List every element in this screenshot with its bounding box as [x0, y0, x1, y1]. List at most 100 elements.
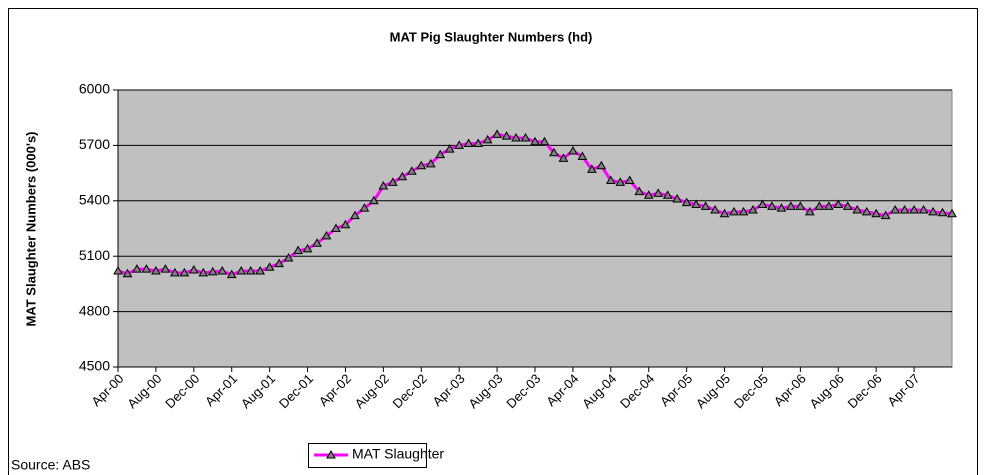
point-marker [350, 210, 360, 220]
point-marker [823, 201, 834, 210]
point-marker [293, 245, 303, 255]
point-marker [776, 203, 787, 212]
point-marker [425, 158, 436, 168]
point-marker [236, 265, 247, 275]
point-marker [245, 265, 256, 275]
point-marker [188, 265, 199, 274]
point-marker [871, 208, 882, 218]
y-tick-label: 5400 [79, 192, 110, 208]
y-tick-label: 5100 [79, 247, 110, 263]
point-marker [691, 199, 701, 208]
point-marker [160, 264, 171, 273]
point-marker [719, 208, 730, 218]
point-marker [653, 188, 664, 197]
point-marker [795, 201, 806, 210]
point-marker [473, 138, 483, 148]
point-marker [530, 136, 540, 146]
point-marker [217, 265, 228, 275]
point-marker [909, 205, 919, 214]
point-marker [482, 134, 493, 144]
y-tick-label: 4500 [79, 358, 110, 374]
point-marker [122, 268, 133, 278]
point-marker [520, 133, 531, 142]
point-marker [928, 206, 938, 216]
point-marker [444, 144, 455, 153]
point-marker [435, 149, 446, 159]
point-marker [738, 206, 749, 216]
point-marker [511, 133, 521, 142]
point-marker [700, 201, 711, 210]
point-marker [179, 267, 190, 277]
point-marker [501, 131, 512, 140]
point-marker [918, 205, 929, 214]
point-marker [549, 147, 559, 157]
point-marker [331, 223, 341, 232]
point-marker [587, 164, 597, 173]
point-marker [558, 153, 569, 162]
point-marker [729, 206, 739, 216]
point-marker [710, 205, 720, 214]
point-marker [302, 243, 313, 253]
point-marker [634, 186, 645, 196]
point-marker [643, 190, 654, 199]
point-marker [605, 175, 616, 184]
point-marker [814, 201, 825, 210]
source-note: Source: ABS [11, 457, 90, 473]
point-marker [113, 265, 123, 275]
point-marker [378, 181, 389, 190]
y-axis-label: MAT Slaughter Numbers (000's) [23, 132, 38, 327]
legend-label: MAT Slaughter [352, 446, 444, 462]
plot-area [117, 89, 953, 368]
point-marker [890, 205, 900, 214]
point-marker [672, 193, 683, 203]
point-marker [577, 151, 588, 160]
point-marker [198, 267, 209, 277]
chart-title: MAT Pig Slaughter Numbers (hd) [390, 29, 593, 44]
point-marker [833, 199, 844, 208]
point-marker [255, 265, 266, 275]
point-marker [369, 195, 379, 205]
point-marker [397, 171, 408, 181]
point-marker [463, 138, 474, 148]
point-marker [767, 201, 777, 210]
y-tick-label: 4800 [79, 302, 110, 318]
point-marker [321, 230, 332, 240]
point-marker [899, 205, 910, 214]
point-marker [274, 258, 284, 268]
point-marker [416, 160, 427, 170]
point-marker [861, 206, 872, 216]
point-marker [340, 219, 351, 229]
point-marker [406, 166, 417, 175]
y-tick-label: 6000 [79, 81, 110, 97]
point-marker [568, 145, 578, 155]
point-marker [359, 203, 370, 212]
point-marker [283, 253, 294, 262]
point-marker [596, 160, 607, 170]
point-marker [786, 201, 796, 210]
y-tick-label: 5700 [79, 136, 110, 152]
point-marker [312, 238, 322, 247]
point-marker [454, 140, 465, 149]
point-marker [539, 136, 550, 146]
point-marker [615, 177, 626, 186]
point-marker [170, 267, 180, 277]
point-marker [151, 265, 161, 275]
point-marker [492, 129, 502, 138]
point-marker [748, 205, 758, 214]
point-marker [842, 201, 853, 210]
point-marker [804, 206, 815, 216]
point-marker [852, 205, 863, 214]
legend-marker [326, 449, 336, 459]
point-marker [947, 208, 957, 218]
point-marker [132, 264, 142, 273]
point-marker [387, 177, 398, 186]
point-marker [662, 190, 673, 199]
point-marker [207, 266, 218, 276]
point-marker [226, 269, 237, 279]
point-marker [141, 264, 152, 273]
point-marker [624, 175, 635, 184]
point-marker [264, 262, 275, 271]
point-marker [757, 199, 768, 208]
